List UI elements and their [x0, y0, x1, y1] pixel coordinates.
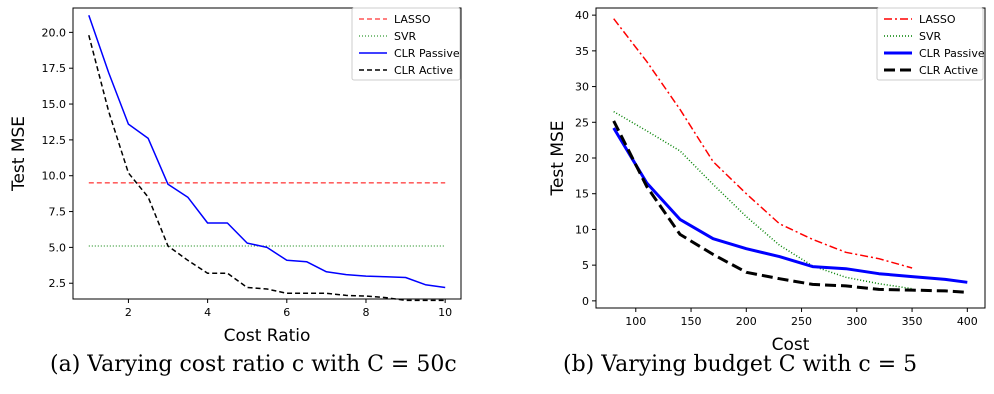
series-line-clr-active	[88, 35, 446, 302]
axes-frame	[72, 7, 462, 300]
x-axis-label: Cost	[772, 335, 810, 355]
series-line-clr-active	[612, 120, 968, 294]
y-tick-label: 17.5	[42, 62, 67, 75]
y-tick-label: 25	[575, 116, 589, 129]
x-tick-label: 350	[902, 315, 923, 328]
x-axis-label: Cost Ratio	[224, 326, 311, 346]
caption-b: (b) Varying budget C with c = 5	[563, 352, 918, 377]
y-tick-label: 35	[575, 45, 589, 58]
y-tick-label: 2.5	[49, 277, 67, 290]
chart-a: 2 4 6 8 10 2.5 5.0 7.5 10.0 12.5 15.0 17.5 20.0 Cost …	[9, 7, 462, 346]
chart-b: 100 150 200 250 300 350 400 0 5 10 15 20 25 30 35 40 Cos…	[548, 7, 986, 355]
legend-label-clr-active: CLR Active	[394, 64, 453, 77]
x-tick-label: 250	[791, 315, 812, 328]
x-tick-label: 200	[736, 315, 757, 328]
caption-a: (a) Varying cost ratio c with C = 50c	[50, 352, 457, 377]
legend-label-svr: SVR	[394, 30, 417, 43]
x-tick-label: 8	[362, 306, 369, 319]
legend-box	[876, 7, 984, 81]
y-tick-label: 7.5	[49, 206, 67, 219]
legend: LASSO SVR CLR Passive CLR Active	[351, 7, 461, 81]
legend-box	[351, 7, 461, 81]
y-tick-label: 0	[582, 295, 589, 308]
legend-label-clr-passive: CLR Passive	[919, 47, 985, 60]
legend-label-clr-active: CLR Active	[919, 64, 978, 77]
x-tick-label: 2	[125, 306, 132, 319]
series-line-clr-passive	[88, 14, 446, 289]
x-tick-label: 6	[283, 306, 290, 319]
y-tick-label: 5	[582, 259, 589, 272]
legend: LASSO SVR CLR Passive CLR Active	[876, 7, 985, 81]
legend-label-svr: SVR	[919, 30, 942, 43]
x-tick-label: 300	[846, 315, 867, 328]
x-tick-label: 10	[438, 306, 452, 319]
y-tick-label: 5.0	[49, 241, 67, 254]
series-line-svr	[613, 110, 913, 290]
y-tick-label: 40	[575, 9, 589, 22]
y-axis-label: Test MSE	[9, 116, 29, 192]
series-line-clr-passive	[612, 127, 968, 284]
y-tick-label: 10.0	[42, 170, 67, 183]
y-tick-label: 15.0	[42, 98, 67, 111]
x-tick-label: 100	[625, 315, 646, 328]
legend-label-clr-passive: CLR Passive	[394, 47, 460, 60]
y-tick-label: 15	[575, 188, 589, 201]
y-tick-label: 10	[575, 223, 589, 236]
y-tick-label: 30	[575, 81, 589, 94]
y-tick-label: 20	[575, 152, 589, 165]
y-tick-label: 12.5	[42, 134, 67, 147]
y-tick-label: 20.0	[42, 26, 67, 39]
x-tick-label: 400	[957, 315, 978, 328]
legend-label-lasso: LASSO	[394, 13, 431, 26]
x-tick-label: 4	[204, 306, 211, 319]
x-tick-label: 150	[681, 315, 702, 328]
y-axis-label: Test MSE	[548, 120, 568, 196]
legend-label-lasso: LASSO	[919, 13, 956, 26]
series-line-lasso	[613, 18, 913, 269]
